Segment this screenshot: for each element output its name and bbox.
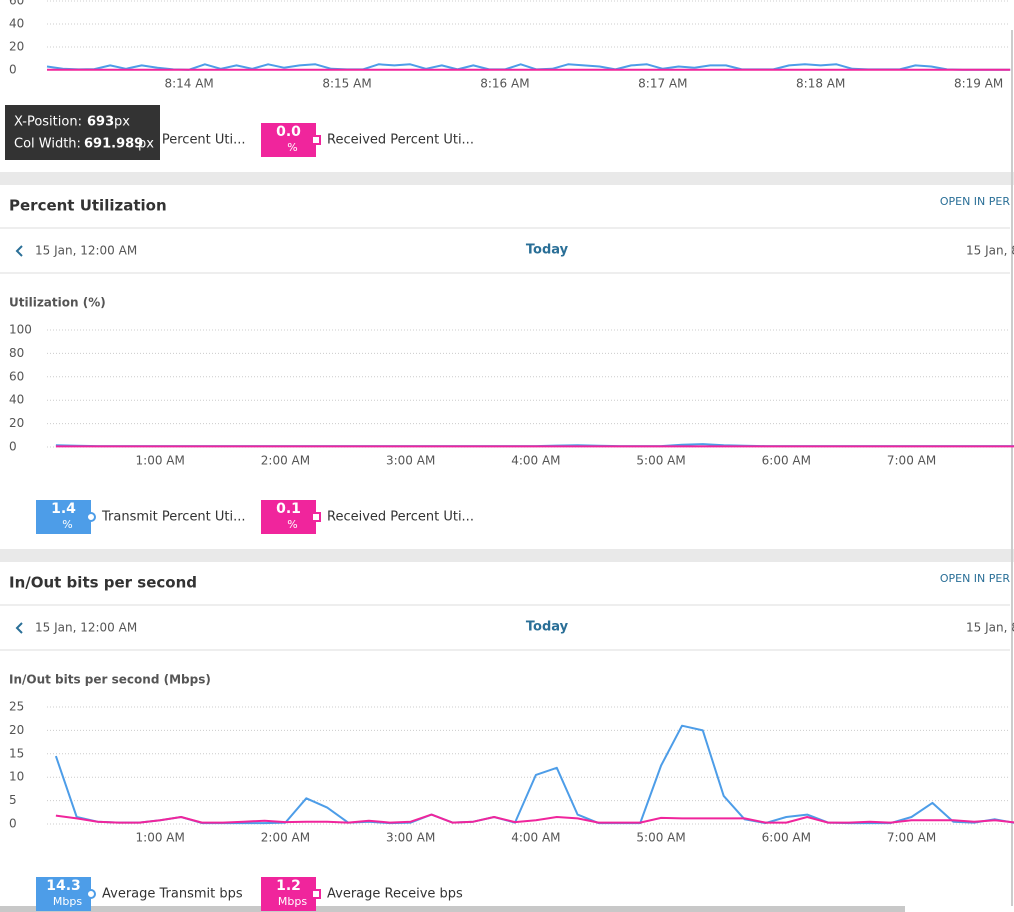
tooltip-label: X-Position: [14, 115, 82, 130]
x-tick-label: 8:16 AM [480, 77, 529, 91]
legend-unit: Mbps [53, 895, 82, 908]
legend-value: 0.0 [276, 124, 301, 140]
legend-chip [261, 500, 316, 534]
y-tick-label: 15 [9, 746, 24, 760]
x-tick-label: 2:00 AM [261, 831, 310, 845]
nav-start: 15 Jan, 12:00 AM [35, 244, 137, 258]
x-tick-label: 7:00 AM [887, 831, 936, 845]
x-tick-label: 3:00 AM [386, 831, 435, 845]
legend-chip [261, 123, 316, 157]
y-tick-label: 40 [9, 393, 24, 407]
tooltip-unit: px [114, 115, 130, 130]
y-tick-label: 100 [9, 323, 32, 337]
scrollbar[interactable] [0, 906, 905, 912]
panel-separator [0, 172, 1014, 185]
y-tick-label: 5 [9, 793, 17, 807]
y-tick-label: 0 [9, 817, 17, 831]
legend-marker [86, 512, 96, 522]
x-tick-label: 7:00 AM [887, 454, 936, 468]
x-tick-label: 4:00 AM [511, 454, 560, 468]
y-tick-label: 25 [9, 700, 24, 714]
x-tick-label: 5:00 AM [636, 831, 685, 845]
nav-start: 15 Jan, 12:00 AM [35, 621, 137, 635]
y-tick-label: 60 [9, 369, 24, 383]
x-tick-label: 8:18 AM [796, 77, 845, 91]
x-tick-label: 8:15 AM [322, 77, 371, 91]
y-tick-label: 20 [9, 723, 24, 737]
panel-title: Percent Utilization [9, 197, 167, 215]
legend-label: Transmit Percent Uti... [101, 510, 246, 525]
legend-value: 1.2 [276, 878, 301, 894]
tooltip-label: Col Width: [14, 137, 81, 152]
x-tick-label: 3:00 AM [386, 454, 435, 468]
x-tick-label: 8:19 AM [954, 77, 1003, 91]
legend-unit: % [62, 518, 72, 531]
x-tick-label: 8:14 AM [164, 77, 213, 91]
series-line [55, 813, 1014, 824]
x-tick-label: 1:00 AM [136, 454, 185, 468]
legend-marker [311, 512, 321, 522]
x-tick-label: 6:00 AM [762, 831, 811, 845]
open-link[interactable]: OPEN IN PER [940, 572, 1011, 585]
tooltip-unit: px [138, 137, 154, 152]
panel-title: In/Out bits per second [9, 574, 197, 592]
legend-label: Average Receive bps [327, 887, 463, 902]
axis-title: In/Out bits per second (Mbps) [9, 673, 211, 687]
y-tick-label: 80 [9, 346, 24, 360]
legend-value: 0.1 [276, 501, 301, 517]
legend-chip [261, 877, 316, 911]
panel-separator [0, 549, 1014, 562]
series-line [46, 63, 1011, 71]
legend-marker [311, 135, 321, 145]
y-tick-label: 10 [9, 770, 24, 784]
legend-value: 14.3 [46, 878, 81, 894]
nav-center: Today [526, 620, 569, 635]
tooltip-value: 691.989 [84, 137, 143, 152]
legend-unit: Mbps [278, 895, 307, 908]
tooltip-value: 693 [87, 115, 114, 130]
nav-center: Today [526, 243, 569, 258]
x-tick-label: 4:00 AM [511, 831, 560, 845]
legend-chip [36, 877, 91, 911]
legend-unit: % [287, 518, 297, 531]
legend-marker [86, 889, 96, 899]
x-tick-label: 6:00 AM [762, 454, 811, 468]
tooltip-box [5, 105, 160, 160]
legend-marker [311, 889, 321, 899]
nav-back[interactable] [15, 622, 23, 634]
y-tick-label: 20 [9, 416, 24, 430]
x-tick-label: 2:00 AM [261, 454, 310, 468]
y-tick-label: 0 [9, 63, 17, 77]
y-tick-label: 60 [9, 0, 24, 8]
x-tick-label: 8:17 AM [638, 77, 687, 91]
x-tick-label: 5:00 AM [636, 454, 685, 468]
series-line [54, 724, 1014, 825]
legend-label: Received Percent Uti... [327, 510, 474, 525]
x-tick-label: 1:00 AM [136, 831, 185, 845]
tooltip: X-Position: 693 px Col Width: 691.989 px [5, 105, 160, 160]
legend-unit: % [287, 141, 297, 154]
y-tick-label: 20 [9, 40, 24, 54]
axis-title: Utilization (%) [9, 296, 106, 310]
y-tick-label: 0 [9, 440, 17, 454]
nav-end: 15 Jan, 8 [966, 244, 1014, 258]
open-link[interactable]: OPEN IN PER [940, 195, 1011, 208]
legend-label: Received Percent Uti... [327, 133, 474, 148]
nav-back[interactable] [15, 245, 23, 257]
y-tick-label: 40 [9, 17, 24, 31]
legend-value: 1.4 [51, 501, 76, 517]
nav-end: 15 Jan, 8 [966, 621, 1014, 635]
legend-label: Average Transmit bps [102, 887, 243, 902]
legend-chip [36, 500, 91, 534]
